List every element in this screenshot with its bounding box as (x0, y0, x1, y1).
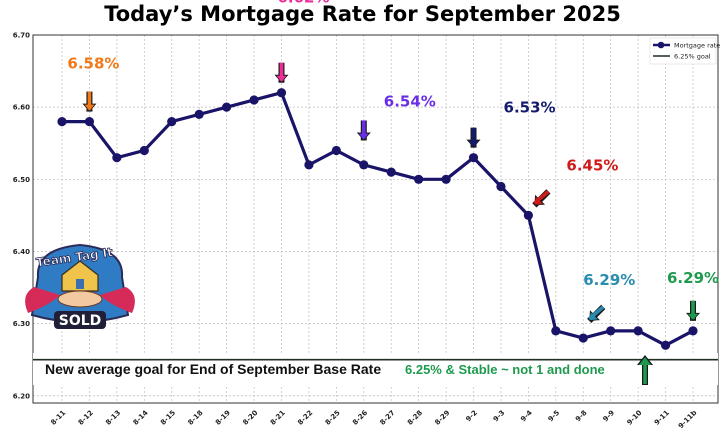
legend-marker-mortgage-rate (657, 41, 665, 49)
y-tick-label: 6.70 (13, 32, 30, 40)
data-point (359, 160, 369, 170)
annotation-label: 6.29% (583, 271, 635, 289)
data-point (441, 174, 451, 184)
x-tick-label: 8-19 (214, 409, 232, 427)
annotation-arrow-head (589, 312, 598, 321)
x-tick-label: 9-11b (677, 409, 699, 431)
x-tick-label: 8-25 (324, 409, 342, 427)
series-line-mortgage-rate (62, 91, 694, 347)
x-tick-label: 9-4 (519, 409, 534, 424)
y-axis-ticks: 6.70 6.60 6.50 6.40 6.30 6.20 (13, 32, 30, 401)
goal-arrow-head (639, 357, 651, 365)
plot-frame (32, 34, 719, 404)
x-tick-label: 8-29 (433, 409, 451, 427)
logo-text-bottom: SOLD (59, 313, 102, 329)
annotation-label: 6.58% (67, 55, 119, 73)
legend-item-goal: 6.25% goal (674, 53, 711, 61)
data-point (331, 145, 341, 156)
x-tick-label: 8-13 (104, 409, 122, 427)
x-tick-label: 9-10 (625, 409, 643, 427)
data-point (276, 88, 287, 98)
x-tick-label: 8-27 (379, 409, 397, 427)
data-point (386, 167, 396, 177)
annotation-label: 6.54% (384, 92, 436, 110)
data-point (468, 153, 479, 163)
x-tick-label: 9-11 (653, 409, 671, 427)
goal-label-green: 6.25% & Stable ~ not 1 and done (405, 362, 605, 377)
y-tick-label: 6.60 (13, 104, 30, 112)
y-tick-label: 6.40 (13, 248, 30, 256)
x-tick-label: 8-18 (187, 409, 205, 427)
data-point (633, 326, 643, 336)
x-tick-label: 8-11 (49, 409, 67, 427)
team-tag-it-sold-logo: Team Tag It SOLD (25, 243, 135, 329)
data-point (304, 160, 314, 170)
data-point (660, 340, 671, 350)
annotation-arrow-head (84, 104, 95, 111)
y-tick-label: 6.20 (13, 392, 30, 400)
data-point (551, 326, 561, 336)
data-point (688, 326, 698, 336)
goal-label: New average goal for End of September Ba… (45, 361, 381, 377)
x-tick-label: 9-3 (492, 409, 507, 424)
annotations: 6.58% 6.62% 6.54% 6.53% 6.45% 6.29% 6.29% (67, 0, 719, 385)
annotation-label: 6.62% (277, 0, 329, 7)
x-tick-label: 8-21 (269, 409, 287, 427)
x-tick-label: 9-9 (602, 409, 617, 424)
x-tick-label: 8-26 (351, 409, 369, 427)
x-tick-label: 8-22 (296, 409, 314, 427)
goal-band: New average goal for End of September Ba… (33, 353, 718, 385)
chart-title: Today’s Mortgage Rate for September 2025 (104, 2, 621, 26)
data-point (222, 102, 232, 112)
data-point (606, 326, 616, 336)
annotation-arrow-head (535, 196, 543, 205)
legend: Mortgage rate 6.25% goal (649, 37, 720, 65)
x-tick-label: 9-2 (464, 409, 479, 424)
x-tick-label: 8-20 (241, 409, 259, 427)
series-mortgage-rate (57, 88, 698, 350)
x-tick-label: 8-14 (132, 409, 150, 427)
data-point (194, 109, 204, 119)
annotation-arrow-head (468, 140, 479, 147)
y-tick-label: 6.50 (13, 176, 30, 184)
x-tick-label: 9-8 (574, 409, 589, 424)
data-point (523, 210, 533, 220)
x-tick-label: 8-15 (159, 409, 177, 427)
data-point (496, 181, 506, 192)
annotation-arrow-head (688, 313, 698, 320)
data-point (57, 116, 67, 127)
annotation-arrow-head (276, 75, 287, 82)
x-tick-label: 9-5 (547, 409, 562, 424)
annotation-label: 6.45% (566, 156, 618, 174)
data-point (249, 95, 259, 105)
x-axis-ticks: 8-11 8-12 8-13 8-14 8-15 8-18 8-19 8-20 8-21 8-22… (49, 409, 698, 431)
data-point (414, 174, 424, 184)
x-tick-label: 8-12 (77, 409, 95, 427)
data-point (139, 145, 149, 156)
annotation-arrow-head (358, 133, 369, 140)
annotation-label: 6.53% (504, 99, 556, 117)
data-point (112, 153, 122, 163)
x-tick-label: 8-28 (406, 409, 424, 427)
y-tick-label: 6.30 (13, 320, 30, 328)
grid (33, 34, 718, 403)
legend-item-mortgage-rate: Mortgage rate (674, 42, 720, 50)
data-point (167, 116, 177, 127)
data-point (84, 116, 95, 127)
annotation-label: 6.29% (667, 269, 719, 287)
data-point (578, 333, 588, 343)
